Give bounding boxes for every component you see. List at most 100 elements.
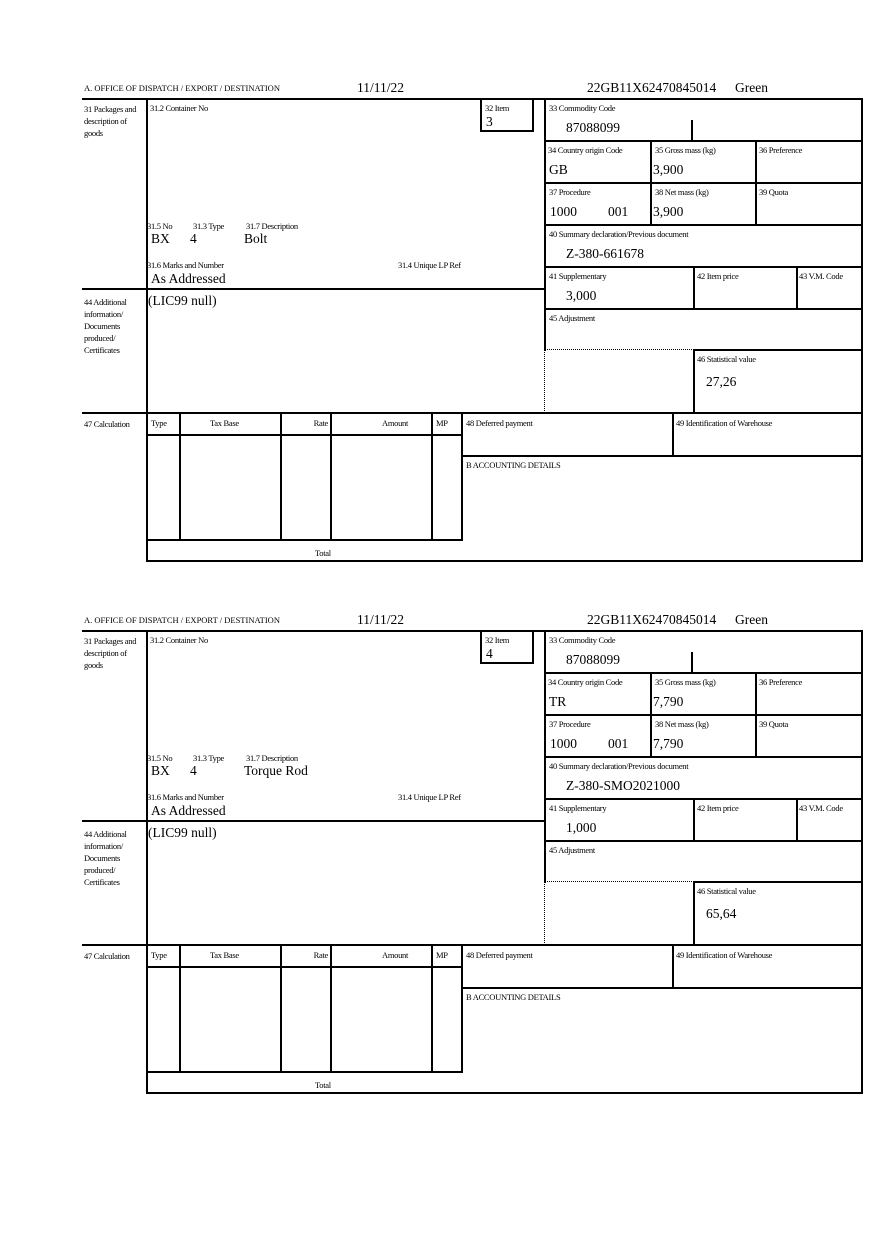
form-border	[147, 1071, 463, 1073]
statistical-value-value: 27,26	[706, 374, 737, 390]
additional-info-value: (LIC99 null)	[148, 293, 217, 309]
form-border	[691, 120, 693, 142]
form-border	[691, 652, 693, 674]
form-border	[82, 944, 863, 946]
package-no-label: 31.5 No	[147, 752, 173, 763]
marks-value: As Addressed	[151, 803, 226, 819]
package-type-label: 31.3 Type	[193, 752, 225, 763]
total-label: Total	[315, 1079, 331, 1090]
form-border	[280, 413, 282, 541]
amount-header: Amount	[382, 417, 409, 428]
description-value: Torque Rod	[244, 763, 308, 779]
dotted-divider	[545, 881, 694, 882]
form-border	[672, 413, 674, 457]
item-number: 3	[486, 114, 493, 130]
form-border	[545, 798, 863, 800]
form-border	[82, 820, 546, 822]
commodity-code-label: 33 Commodity Code	[549, 634, 616, 645]
rate-header: Rate	[313, 949, 329, 960]
previous-document-value: Z-380-SMO2021000	[566, 778, 680, 794]
description-label: 31.7 Description	[246, 752, 298, 763]
summary-declaration-label: 40 Summary declaration/Previous document	[549, 228, 689, 239]
commodity-code-label: 33 Commodity Code	[549, 102, 616, 113]
unique-lp-ref-label: 31.4 Unique LP Ref	[398, 259, 461, 270]
form-border	[146, 631, 148, 1094]
form-border	[82, 412, 863, 414]
form-border	[693, 799, 695, 842]
tax-base-header: Tax Base	[210, 949, 239, 960]
procedure-value: 1000	[550, 736, 577, 752]
form-border	[650, 141, 652, 226]
form-border	[179, 945, 181, 1073]
calc-type-header: Type	[151, 417, 167, 428]
accounting-details-label: B ACCOUNTING DETAILS	[466, 991, 561, 1002]
packages-label: 31 Packages and description of goods	[84, 104, 137, 138]
quota-label: 39 Quota	[759, 718, 788, 729]
statistical-value-label: 46 Statistical value	[697, 353, 756, 364]
form-border	[796, 799, 798, 842]
package-type-value: 4	[190, 231, 197, 247]
deferred-payment-label: 48 Deferred payment	[466, 417, 533, 428]
description-value: Bolt	[244, 231, 268, 247]
form-border	[280, 945, 282, 1073]
form-border	[431, 945, 433, 1073]
previous-document-value: Z-380-661678	[566, 246, 644, 262]
item-label: 32 Item	[485, 102, 510, 113]
total-label: Total	[315, 547, 331, 558]
form-border	[330, 413, 332, 541]
customs-declaration-form: A. OFFICE OF DISPATCH / EXPORT / DESTINA…	[0, 612, 882, 1112]
gross-mass-value: 7,790	[653, 694, 684, 710]
additional-info-label: 44 Additional information/ Documents pro…	[84, 829, 127, 887]
net-mass-label: 38 Net mass (kg)	[655, 186, 709, 197]
form-border	[861, 99, 863, 562]
form-border	[82, 288, 546, 290]
form-border	[545, 308, 863, 310]
form-border	[461, 413, 463, 541]
form-border	[532, 631, 534, 664]
deferred-payment-label: 48 Deferred payment	[466, 949, 533, 960]
form-border	[672, 945, 674, 989]
office-heading: A. OFFICE OF DISPATCH / EXPORT / DESTINA…	[84, 82, 280, 93]
gross-mass-label: 35 Gross mass (kg)	[655, 676, 716, 687]
form-border	[545, 756, 863, 758]
form-border	[545, 714, 863, 716]
route-status: Green	[735, 80, 768, 96]
marks-label: 31.6 Marks and Number	[147, 259, 224, 270]
form-border	[431, 413, 433, 541]
container-no-label: 31.2 Container No	[150, 102, 208, 113]
declaration-date: 11/11/22	[357, 612, 404, 628]
form-border	[147, 966, 463, 968]
form-border	[694, 881, 863, 883]
supplementary-label: 41 Supplementary	[549, 802, 607, 813]
country-origin-label: 34 Country origin Code	[548, 676, 623, 687]
adjustment-label: 45 Adjustment	[549, 844, 595, 855]
form-border	[796, 267, 798, 310]
form-border	[545, 182, 863, 184]
item-price-label: 42 Item price	[697, 802, 739, 813]
form-border	[146, 99, 148, 562]
supplementary-value: 3,000	[566, 288, 597, 304]
summary-declaration-label: 40 Summary declaration/Previous document	[549, 760, 689, 771]
form-border	[650, 673, 652, 758]
form-border	[755, 673, 757, 758]
form-border	[461, 945, 463, 1073]
item-label: 32 Item	[485, 634, 510, 645]
commodity-code-value: 87088099	[566, 120, 620, 136]
declaration-reference: 22GB11X62470845014	[587, 80, 717, 96]
form-border	[147, 539, 463, 541]
accounting-details-label: B ACCOUNTING DETAILS	[466, 459, 561, 470]
additional-info-label: 44 Additional information/ Documents pro…	[84, 297, 127, 355]
form-border	[481, 662, 534, 664]
quota-label: 39 Quota	[759, 186, 788, 197]
mp-header: MP	[436, 417, 448, 428]
dotted-divider	[545, 349, 694, 350]
warehouse-label: 49 Identification of Warehouse	[676, 417, 773, 428]
net-mass-value: 7,790	[653, 736, 684, 752]
unique-lp-ref-label: 31.4 Unique LP Ref	[398, 791, 461, 802]
form-border	[480, 631, 482, 664]
form-border	[545, 840, 863, 842]
procedure-label: 37 Procedure	[549, 718, 591, 729]
form-border	[755, 141, 757, 226]
item-price-label: 42 Item price	[697, 270, 739, 281]
form-border	[462, 987, 863, 989]
